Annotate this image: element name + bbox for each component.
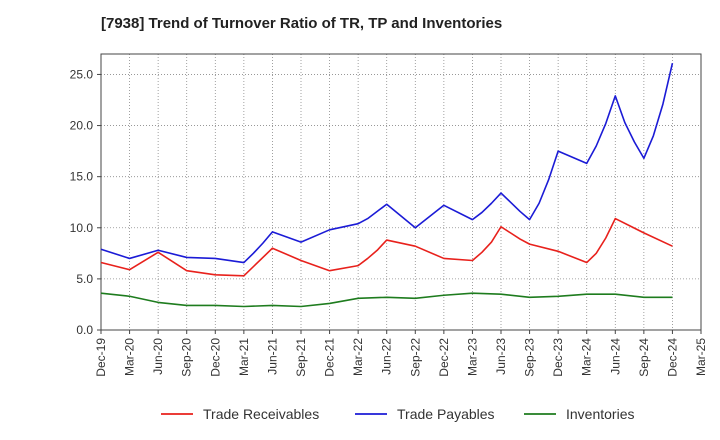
- x-tick-label: Mar-21: [237, 338, 251, 376]
- x-tick-label: Jun-20: [151, 338, 165, 375]
- series-line-1: [100, 217, 673, 277]
- x-tick-label: Dec-21: [323, 338, 337, 377]
- series-line-3: [100, 292, 673, 308]
- legend-label-1: Trade Receivables: [203, 406, 319, 422]
- x-tick-label: Mar-23: [465, 338, 479, 376]
- x-tick-label: Dec-22: [437, 338, 451, 377]
- x-tick-label: Sep-22: [408, 338, 422, 377]
- x-tick-label: Jun-22: [380, 338, 394, 375]
- x-tick-label: Sep-20: [180, 338, 194, 377]
- legend-label-3: Inventories: [566, 406, 634, 422]
- x-tick-label: Mar-22: [351, 338, 365, 376]
- x-tick-label: Dec-20: [208, 338, 222, 377]
- x-tick-label: Mar-24: [580, 338, 594, 376]
- series-line-2: [100, 63, 674, 264]
- x-tick-label: Jun-23: [494, 338, 508, 375]
- y-tick-label: 20.0: [70, 119, 94, 133]
- y-tick-label: 25.0: [70, 67, 94, 81]
- y-tick-label: 5.0: [76, 272, 93, 286]
- x-tick-label: Mar-20: [123, 338, 137, 376]
- x-tick-label: Sep-21: [294, 338, 308, 377]
- y-tick-label: 0.0: [76, 323, 93, 337]
- x-tick-label: Sep-24: [637, 338, 651, 377]
- x-tick-label: Dec-23: [551, 338, 565, 377]
- chart-title: [7938] Trend of Turnover Ratio of TR, TP…: [101, 15, 503, 32]
- y-tick-label: 15.0: [70, 170, 94, 184]
- plot-area-border: [100, 53, 702, 331]
- x-tick-label: Dec-24: [665, 338, 679, 377]
- x-tick-label: Sep-23: [523, 338, 537, 377]
- x-tick-label: Mar-25: [694, 338, 708, 376]
- legend-label-2: Trade Payables: [397, 406, 495, 422]
- x-tick-label: Dec-19: [94, 338, 108, 377]
- x-tick-label: Jun-24: [608, 338, 622, 375]
- x-tick-label: Jun-21: [265, 338, 279, 375]
- y-tick-label: 10.0: [70, 221, 94, 235]
